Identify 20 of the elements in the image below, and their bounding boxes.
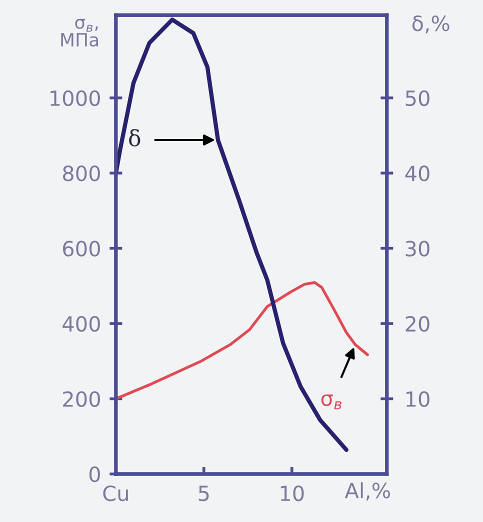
annotation: δ [129,129,140,146]
y2-tick-label: 40 [405,166,430,182]
y-tick-label: 800 [62,166,100,182]
y2-tick-label: 50 [406,90,430,106]
x-axis-title: Al,% [344,482,390,500]
annotation: σ$_{в}$ [321,394,342,410]
y-tick-label: 400 [62,316,100,332]
y2-tick-label: 20 [406,316,430,332]
y-tick-label: 200 [63,391,100,407]
y-tick-label: 600 [63,240,100,257]
x-tick-label: 5 [198,486,209,502]
y2-tick-label: 30 [406,240,430,257]
y-tick-label: 0 [89,466,100,482]
y-tick-label: 1000 [50,90,100,106]
x-tick-label: 10 [280,485,304,502]
y2-axis-title: δ,% [412,16,450,34]
y-axis-title: σ$_{в}$, МПа [61,18,98,47]
line-series [116,18,348,452]
x-tick-label: Cu [103,485,128,502]
y2-tick-label: 10 [406,391,430,407]
